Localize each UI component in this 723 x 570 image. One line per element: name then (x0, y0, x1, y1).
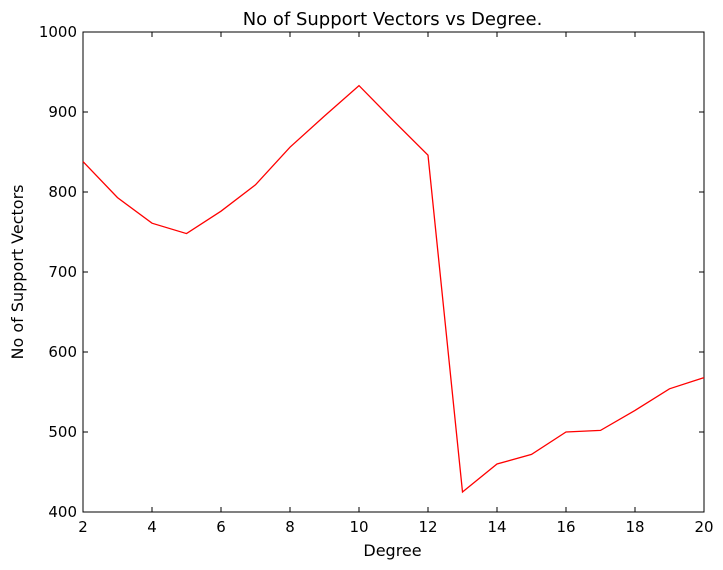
plot-frame (82, 31, 705, 513)
series-layer (82, 84, 705, 494)
y-tick-label: 400 (48, 503, 77, 521)
y-tick-label: 1000 (39, 23, 77, 41)
y-tick-label: 700 (48, 263, 77, 281)
y-axis-title: No of Support Vectors (8, 184, 27, 359)
x-tick-label: 10 (349, 518, 368, 536)
x-tick-label: 6 (216, 518, 226, 536)
x-axis-title: Degree (363, 541, 421, 560)
x-tick-label: 4 (147, 518, 157, 536)
x-tick-label: 18 (625, 518, 644, 536)
y-tick-label: 800 (48, 183, 77, 201)
series-line-0 (82, 84, 705, 494)
y-tick-label: 500 (48, 423, 77, 441)
plot-area (82, 31, 705, 513)
y-tick-label: 600 (48, 343, 77, 361)
chart-title: No of Support Vectors vs Degree. (243, 9, 543, 30)
x-tick-label: 8 (285, 518, 295, 536)
x-tick-label: 2 (78, 518, 88, 536)
ticks-layer: 2 4 6 8 10 12 14 16 18 20 400 500 600 700 800 900 1000 (39, 23, 714, 536)
x-tick-label: 16 (556, 518, 575, 536)
x-tick-label: 12 (418, 518, 437, 536)
y-tick-label: 900 (48, 103, 77, 121)
x-tick-label: 14 (487, 518, 506, 536)
x-tick-label: 20 (694, 518, 713, 536)
